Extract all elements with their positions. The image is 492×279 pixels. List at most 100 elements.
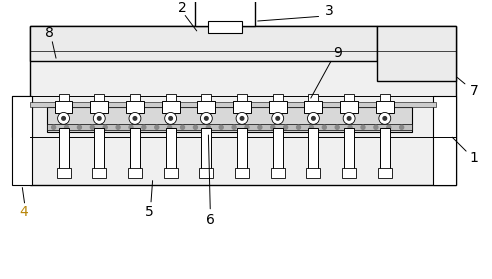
Text: 2: 2 [178,1,187,15]
Bar [208,21,242,33]
Bar [94,128,104,170]
Bar [47,107,412,132]
Circle shape [219,125,223,129]
Text: 3: 3 [325,4,334,18]
Circle shape [272,112,284,124]
Circle shape [383,117,387,120]
Bar [433,96,456,185]
Bar [162,100,180,114]
Circle shape [58,112,69,124]
Text: 7: 7 [470,84,478,98]
Bar [344,128,354,170]
Circle shape [347,117,351,120]
Circle shape [245,125,249,129]
Bar [166,93,176,100]
Bar [380,128,390,170]
Text: 8: 8 [45,26,54,40]
Circle shape [236,112,248,124]
Circle shape [206,125,210,129]
Bar [237,128,247,170]
Bar [271,168,285,178]
Bar [376,100,394,114]
Circle shape [258,125,262,129]
Circle shape [343,112,355,124]
Bar [273,128,283,170]
Bar [30,26,456,185]
Bar [12,96,32,185]
Bar [308,128,318,170]
Bar [378,168,392,178]
Circle shape [348,125,352,129]
Circle shape [232,125,236,129]
Circle shape [168,125,172,129]
Bar [305,100,322,114]
Bar [30,102,436,107]
Bar [269,100,287,114]
Circle shape [379,112,391,124]
Circle shape [240,117,244,120]
Circle shape [297,125,301,129]
Circle shape [133,117,137,120]
Bar [128,168,142,178]
Bar [307,168,320,178]
Bar [273,93,283,100]
Circle shape [387,125,391,129]
Circle shape [308,112,319,124]
Bar [91,100,108,114]
Bar [47,124,412,130]
Circle shape [193,125,197,129]
Bar [59,93,68,100]
Circle shape [276,117,279,120]
Circle shape [62,117,65,120]
Text: 6: 6 [206,213,215,227]
Circle shape [374,125,378,129]
Circle shape [335,125,339,129]
Circle shape [284,125,288,129]
Bar [201,93,211,100]
Circle shape [155,125,159,129]
Circle shape [52,125,56,129]
Bar [92,168,106,178]
Bar [233,100,251,114]
Circle shape [129,112,141,124]
Bar [380,93,390,100]
Circle shape [361,125,365,129]
Circle shape [116,125,120,129]
Circle shape [142,125,146,129]
Bar [201,128,211,170]
Bar [30,26,377,61]
Circle shape [205,117,208,120]
Bar [199,168,213,178]
Text: 4: 4 [20,205,28,218]
Bar [195,0,255,26]
Bar [130,128,140,170]
Bar [130,93,140,100]
Circle shape [309,125,313,129]
Bar [12,96,32,137]
Circle shape [169,117,172,120]
Circle shape [165,112,177,124]
Circle shape [77,125,81,129]
Bar [308,93,318,100]
Circle shape [271,125,275,129]
Text: 1: 1 [469,151,479,165]
Bar [237,93,247,100]
Circle shape [64,125,68,129]
Bar [340,100,358,114]
Bar [235,168,249,178]
Circle shape [322,125,326,129]
Circle shape [311,117,315,120]
Bar [164,168,178,178]
Circle shape [97,117,101,120]
Bar [377,26,456,81]
Bar [342,168,356,178]
Circle shape [200,112,212,124]
Bar [59,128,68,170]
Text: 9: 9 [333,46,341,60]
Bar [94,93,104,100]
Bar [57,168,70,178]
Circle shape [93,112,105,124]
Bar [166,128,176,170]
Bar [126,100,144,114]
Bar [55,100,72,114]
